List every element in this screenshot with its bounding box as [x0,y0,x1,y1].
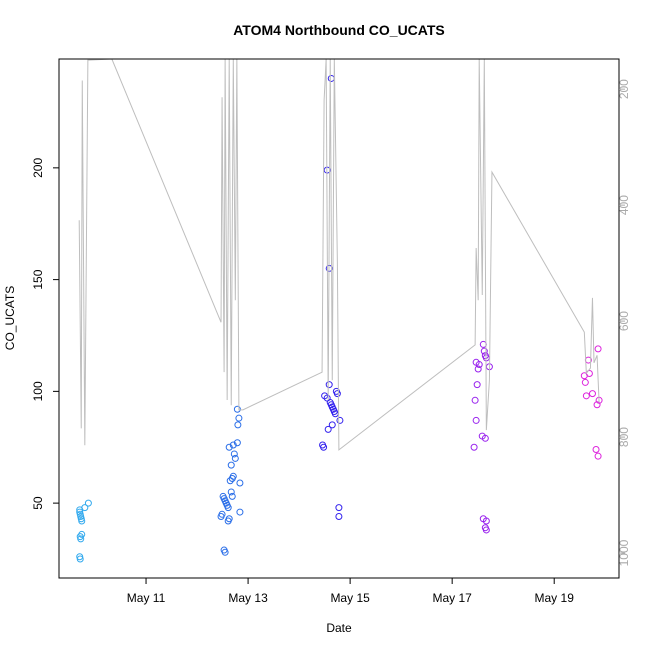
data-point [77,535,85,543]
chart-title: ATOM4 Northbound CO_UCATS [233,22,445,38]
data-point [327,74,335,82]
x-tick-label: May 17 [432,591,472,605]
data-point [594,452,602,460]
data-point [333,390,341,398]
data-point [233,439,241,447]
data-point [221,548,229,556]
data-point [592,445,600,453]
data-point [588,390,596,398]
data-point [472,416,480,424]
data-point [593,401,601,409]
y2-tick-label: 200 [617,79,631,99]
data-point [76,555,84,563]
plot-area [76,59,603,563]
data-point [224,504,232,512]
x-tick-label: May 13 [228,591,268,605]
y2-tick-label: 800 [617,427,631,447]
data-point [324,425,332,433]
y-tick-label: 200 [31,158,45,178]
data-point [227,488,235,496]
data-point [472,358,480,366]
x-tick-label: May 19 [535,591,575,605]
y2-tick-label: 1000 [617,539,631,566]
data-point [227,461,235,469]
y2-tick-label: 600 [617,311,631,331]
y-axis-label: CO_UCATS [3,286,17,350]
data-point [84,499,92,507]
pressure-line [78,59,600,451]
data-point [229,472,237,480]
data-point [78,517,86,525]
data-point [325,381,333,389]
x-axis-label: Date [326,621,352,635]
data-point [335,513,343,521]
x-tick-label: May 11 [127,591,166,605]
data-point [482,526,490,534]
data-point [594,345,602,353]
data-point [335,504,343,512]
data-point [581,378,589,386]
data-point [473,381,481,389]
data-point [233,405,241,413]
plot-box [58,58,620,579]
data-point [320,443,328,451]
data-point [474,365,482,373]
data-point [481,434,489,442]
data-point [234,421,242,429]
y-tick-label: 150 [31,269,45,289]
data-point [236,479,244,487]
data-point [231,454,239,462]
data-point [480,347,488,355]
data-point [236,508,244,516]
data-point [328,421,336,429]
data-point [218,510,226,518]
data-point [81,504,89,512]
data-point [470,443,478,451]
data-point [482,517,490,525]
data-point [229,441,237,449]
data-point [235,414,243,422]
y2-tick-label: 400 [617,195,631,215]
data-point [78,530,86,538]
data-point [471,396,479,404]
data-point [582,392,590,400]
data-point [230,450,238,458]
y-tick-label: 100 [31,381,45,401]
data-point [228,492,236,500]
x-tick-label: May 15 [330,591,370,605]
data-point [224,517,232,525]
y-tick-label: 50 [31,496,45,510]
data-point [336,416,344,424]
data-point [225,443,233,451]
